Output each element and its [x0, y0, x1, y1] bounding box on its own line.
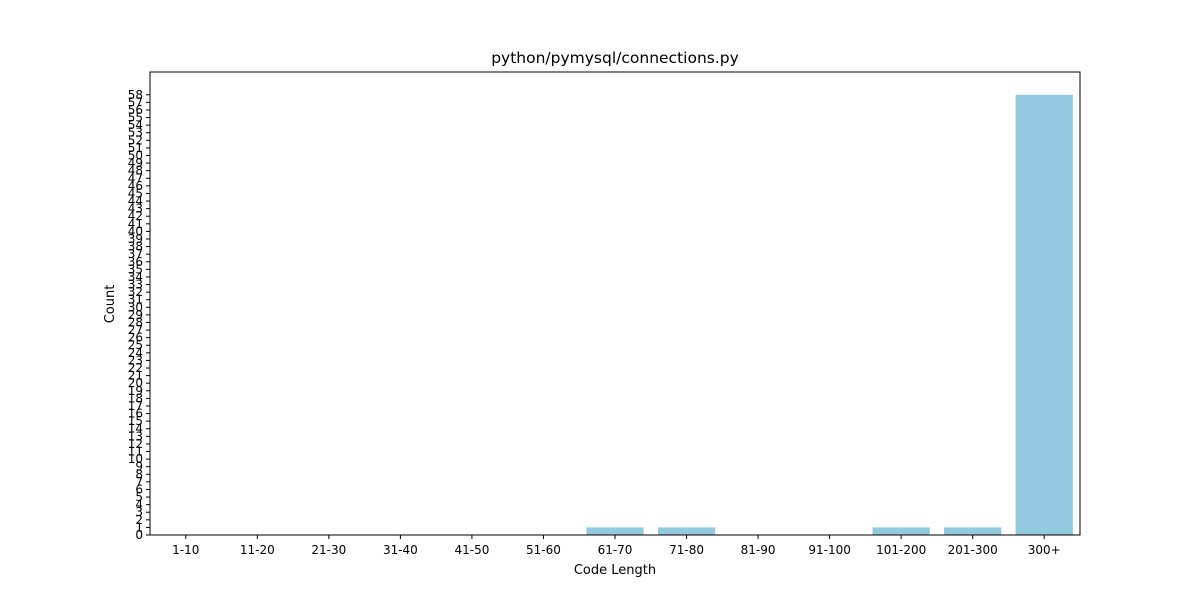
- y-tick-label: 41: [128, 217, 143, 231]
- chart-title: python/pymysql/connections.py: [491, 49, 739, 67]
- y-tick-label: 44: [128, 194, 143, 208]
- y-tick-label: 39: [128, 232, 143, 246]
- y-tick-label: 31: [128, 293, 143, 307]
- y-tick-label: 11: [128, 445, 143, 459]
- bar-300+: [1015, 94, 1073, 535]
- y-tick-label: 38: [128, 240, 143, 254]
- y-tick-label: 3: [135, 505, 143, 519]
- y-tick-label: 40: [128, 224, 143, 238]
- y-tick-label: 48: [128, 164, 143, 178]
- y-tick-label: 58: [128, 88, 143, 102]
- y-tick-label: 26: [128, 331, 143, 345]
- y-tick-label: 47: [128, 171, 143, 185]
- x-tick-label: 1-10: [172, 543, 199, 557]
- x-tick-label: 51-60: [526, 543, 561, 557]
- y-tick-label: 8: [135, 467, 143, 481]
- y-tick-label: 52: [128, 133, 143, 147]
- y-tick-label: 17: [128, 399, 143, 413]
- x-tick-label: 81-90: [741, 543, 776, 557]
- y-tick-label: 29: [128, 308, 143, 322]
- x-tick-label: 21-30: [311, 543, 346, 557]
- y-tick-label: 4: [135, 498, 143, 512]
- y-tick-label: 35: [128, 262, 143, 276]
- y-tick-label: 20: [128, 376, 143, 390]
- y-tick-label: 22: [128, 361, 143, 375]
- x-tick-label: 71-80: [669, 543, 704, 557]
- x-axis-label: Code Length: [574, 563, 656, 578]
- y-axis-ticks: 0123456789101112131415161718192021222324…: [128, 88, 150, 542]
- x-tick-label: 11-20: [240, 543, 275, 557]
- y-tick-label: 2: [135, 513, 143, 527]
- y-tick-label: 12: [128, 437, 143, 451]
- y-tick-label: 24: [128, 346, 143, 360]
- y-tick-label: 5: [135, 490, 143, 504]
- y-tick-label: 9: [135, 460, 143, 474]
- y-tick-label: 16: [128, 407, 143, 421]
- y-axis-label: Count: [103, 285, 118, 324]
- y-tick-label: 21: [128, 369, 143, 383]
- bar-201-300: [944, 527, 1002, 535]
- y-tick-label: 15: [128, 414, 143, 428]
- y-tick-label: 46: [128, 179, 143, 193]
- x-tick-label: 91-100: [808, 543, 851, 557]
- y-tick-label: 56: [128, 103, 143, 117]
- x-tick-label: 61-70: [598, 543, 633, 557]
- y-tick-label: 54: [128, 118, 143, 132]
- y-tick-label: 55: [128, 111, 143, 125]
- x-tick-label: 300+: [1028, 543, 1061, 557]
- y-tick-label: 1: [135, 520, 143, 534]
- y-tick-label: 18: [128, 391, 143, 405]
- y-tick-label: 45: [128, 186, 143, 200]
- y-tick-label: 19: [128, 384, 143, 398]
- y-tick-label: 42: [128, 209, 143, 223]
- x-tick-label: 201-300: [948, 543, 998, 557]
- x-axis-ticks: 1-10 11-20 21-30 31-40 41-50 51-60 61-70 71-80 8…: [172, 535, 1061, 557]
- y-tick-label: 32: [128, 285, 143, 299]
- y-tick-label: 51: [128, 141, 143, 155]
- y-tick-label: 10: [128, 452, 143, 466]
- bar-61-70: [586, 527, 644, 535]
- y-tick-label: 0: [135, 528, 143, 542]
- x-tick-label: 101-200: [876, 543, 926, 557]
- bar-101-200: [872, 527, 930, 535]
- bars-group: [586, 94, 1073, 535]
- y-tick-label: 14: [128, 422, 143, 436]
- y-tick-label: 36: [128, 255, 143, 269]
- y-tick-label: 7: [135, 475, 143, 489]
- y-tick-label: 23: [128, 353, 143, 367]
- y-tick-label: 34: [128, 270, 143, 284]
- bar-71-80: [657, 527, 716, 535]
- y-tick-label: 33: [128, 278, 143, 292]
- plot-frame: [149, 71, 1081, 536]
- y-tick-label: 28: [128, 315, 143, 329]
- x-tick-label: 31-40: [383, 543, 418, 557]
- y-tick-label: 43: [128, 202, 143, 216]
- y-tick-label: 57: [128, 95, 143, 109]
- y-tick-label: 27: [128, 323, 143, 337]
- y-tick-label: 50: [128, 148, 143, 162]
- y-tick-label: 49: [128, 156, 143, 170]
- y-tick-label: 25: [128, 338, 143, 352]
- y-tick-label: 13: [128, 429, 143, 443]
- y-tick-label: 37: [128, 247, 143, 261]
- y-tick-label: 30: [128, 300, 143, 314]
- x-tick-label: 41-50: [454, 543, 489, 557]
- y-tick-label: 53: [128, 126, 143, 140]
- y-tick-label: 6: [135, 482, 143, 496]
